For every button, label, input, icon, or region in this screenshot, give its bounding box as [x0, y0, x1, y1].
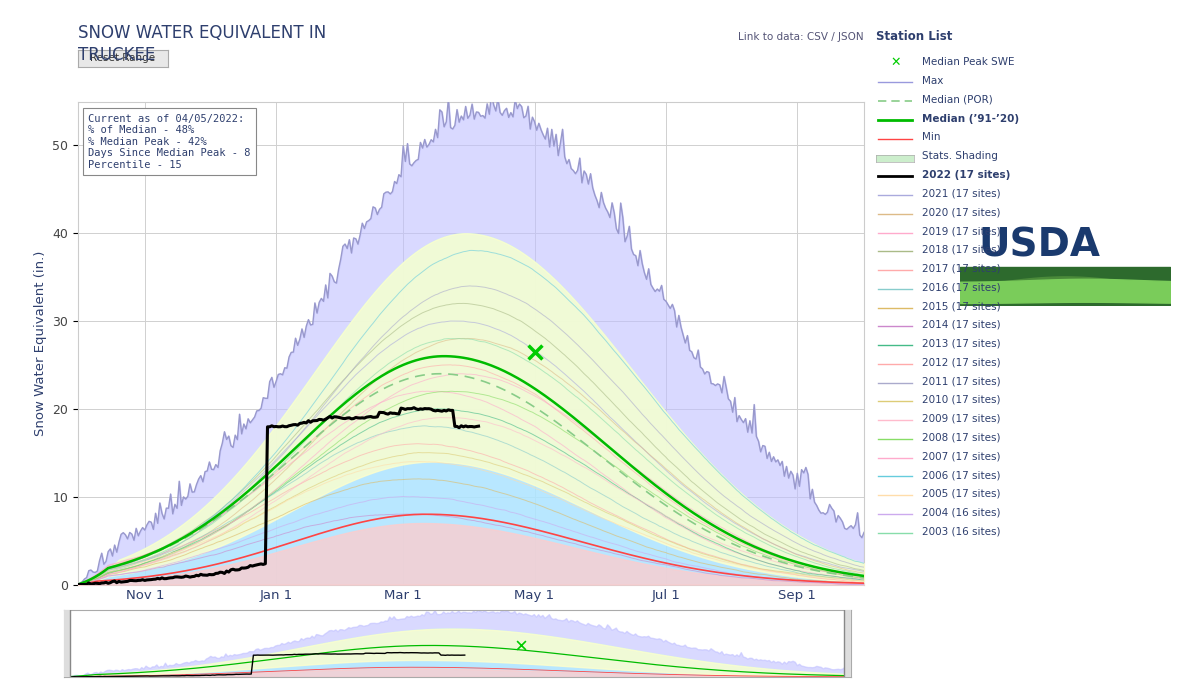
Text: 2007 (17 sites): 2007 (17 sites) — [922, 452, 1000, 461]
Text: TRUCKEE: TRUCKEE — [78, 46, 155, 64]
Text: ✕: ✕ — [890, 56, 900, 69]
Text: 2021 (17 sites): 2021 (17 sites) — [922, 188, 1001, 199]
Text: Current as of 04/05/2022:
% of Median - 48%
% Median Peak - 42%
Days Since Media: Current as of 04/05/2022: % of Median - … — [89, 113, 251, 170]
Text: 2013 (17 sites): 2013 (17 sites) — [922, 339, 1001, 349]
Text: 2020 (17 sites): 2020 (17 sites) — [922, 207, 1000, 218]
Text: 2006 (17 sites): 2006 (17 sites) — [922, 470, 1000, 480]
Text: 2003 (16 sites): 2003 (16 sites) — [922, 526, 1000, 536]
Text: 2009 (17 sites): 2009 (17 sites) — [922, 414, 1000, 424]
Y-axis label: Snow Water Equivalent (in.): Snow Water Equivalent (in.) — [34, 251, 47, 435]
Text: 2012 (17 sites): 2012 (17 sites) — [922, 358, 1001, 368]
Text: 2019 (17 sites): 2019 (17 sites) — [922, 226, 1001, 236]
Text: Stats. Shading: Stats. Shading — [922, 151, 997, 161]
Text: Max: Max — [922, 76, 943, 86]
FancyBboxPatch shape — [59, 607, 70, 680]
Text: 2022 (17 sites): 2022 (17 sites) — [922, 170, 1010, 180]
Text: 2016 (17 sites): 2016 (17 sites) — [922, 282, 1001, 293]
Text: Min: Min — [922, 132, 940, 142]
Text: Link to data: CSV / JSON: Link to data: CSV / JSON — [738, 32, 864, 42]
Text: Median (’91-’20): Median (’91-’20) — [922, 113, 1019, 124]
Text: 2008 (17 sites): 2008 (17 sites) — [922, 433, 1000, 442]
FancyBboxPatch shape — [845, 607, 856, 680]
Point — [524, 346, 544, 358]
Text: 2004 (16 sites): 2004 (16 sites) — [922, 508, 1000, 517]
Text: 2014 (17 sites): 2014 (17 sites) — [922, 320, 1001, 330]
Text: 2018 (17 sites): 2018 (17 sites) — [922, 245, 1001, 255]
Text: 2017 (17 sites): 2017 (17 sites) — [922, 264, 1001, 274]
Text: SNOW WATER EQUIVALENT IN: SNOW WATER EQUIVALENT IN — [78, 25, 326, 43]
Text: Median (POR): Median (POR) — [922, 94, 992, 105]
Text: Station List: Station List — [876, 30, 953, 43]
Text: Median Peak SWE: Median Peak SWE — [922, 57, 1014, 67]
Point — [511, 639, 530, 650]
Text: 2005 (17 sites): 2005 (17 sites) — [922, 489, 1000, 499]
Text: 2010 (17 sites): 2010 (17 sites) — [922, 395, 1000, 405]
Text: 2015 (17 sites): 2015 (17 sites) — [922, 301, 1001, 312]
Text: 2011 (17 sites): 2011 (17 sites) — [922, 376, 1001, 386]
Text: Reset Range: Reset Range — [90, 53, 156, 63]
Text: USDA: USDA — [979, 227, 1100, 265]
